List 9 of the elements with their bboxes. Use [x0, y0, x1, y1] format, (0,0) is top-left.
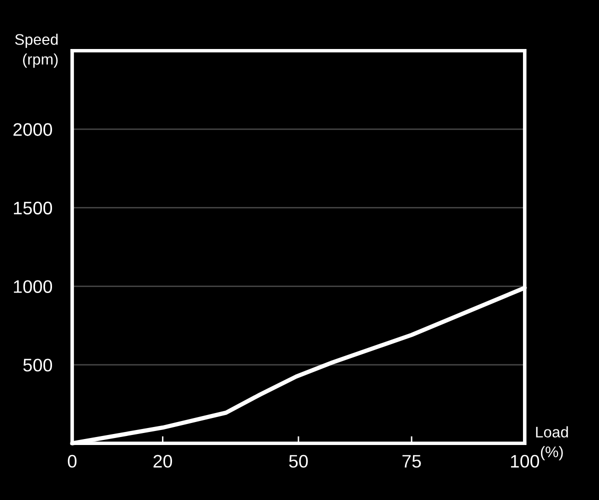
x-tick-label: 50: [289, 454, 308, 468]
y-tick-label: 1000: [14, 280, 52, 293]
x-tick-label: 20: [154, 454, 172, 468]
y-tick-label: 500: [23, 358, 52, 372]
x-tick-label: 75: [402, 455, 421, 468]
y-axis-title: Speed (rpm): [15, 34, 58, 68]
y-tick-label: 1500: [14, 202, 52, 214]
y-tick-label: 2000: [13, 123, 52, 136]
x-tick-label: 0: [68, 454, 76, 468]
